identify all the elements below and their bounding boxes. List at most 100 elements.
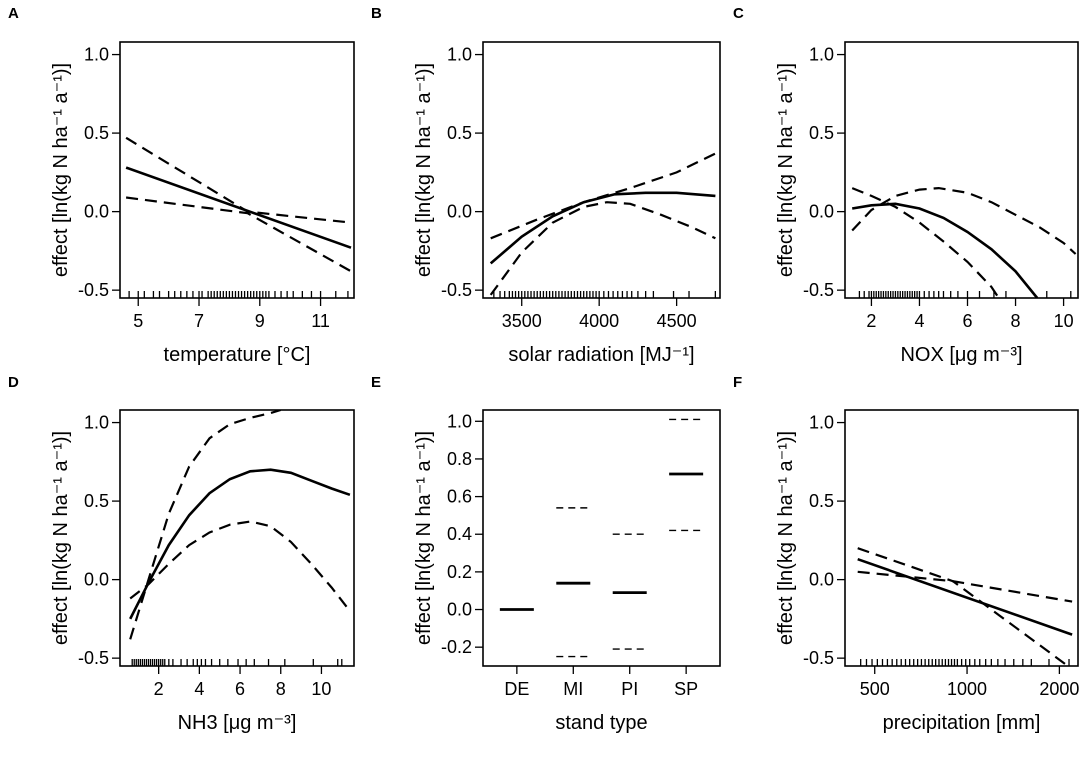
plot-frame bbox=[482, 41, 721, 299]
y-tick-label: 0.0 bbox=[84, 570, 109, 590]
x-tick-label: 4500 bbox=[657, 311, 697, 331]
y-tick-label: -0.5 bbox=[78, 280, 109, 300]
panel-e: E -0.2 0.0 0.2 0.4 0.6 0.8 1.0 DE MI PI SP stand typ… bbox=[371, 374, 721, 734]
y-axis-label: effect [ln(kg N ha⁻¹ a⁻¹)] bbox=[413, 431, 435, 645]
x-tick-label: DE bbox=[504, 679, 529, 699]
panel-d: D -0.5 0.0 0.5 1.0 2 4 6 8 10 NH3 [μg m⁻³] effect [… bbox=[8, 374, 355, 734]
plot-area bbox=[129, 410, 351, 640]
x-tick-label: 4 bbox=[914, 311, 924, 331]
y-axis-label: effect [ln(kg N ha⁻¹ a⁻¹)] bbox=[50, 431, 72, 645]
y-tick-label: 1.0 bbox=[809, 45, 834, 65]
x-tick-label: 10 bbox=[311, 679, 331, 699]
x-tick-label: 2000 bbox=[1039, 679, 1079, 699]
plot-area bbox=[489, 152, 716, 296]
y-tick-label: -0.2 bbox=[441, 637, 472, 657]
x-tick-label: 1000 bbox=[947, 679, 987, 699]
x-tick-label: 10 bbox=[1054, 311, 1074, 331]
ci-lower-line bbox=[125, 196, 352, 273]
x-axis-label: temperature [°C] bbox=[164, 344, 311, 366]
fit-line bbox=[489, 191, 716, 265]
x-tick-label: 8 bbox=[276, 679, 286, 699]
plot-frame bbox=[119, 41, 355, 299]
x-axis-label: precipitation [mm] bbox=[883, 712, 1041, 734]
y-tick-label: 0.8 bbox=[447, 449, 472, 469]
x-tick-label: 3500 bbox=[502, 311, 542, 331]
y-tick-label: -0.5 bbox=[803, 648, 834, 668]
y-tick-label: 1.0 bbox=[447, 45, 472, 65]
fit-line bbox=[851, 202, 1039, 298]
x-tick-label: SP bbox=[674, 679, 698, 699]
x-tick-label: 6 bbox=[962, 311, 972, 331]
x-tick-label: 4 bbox=[194, 679, 204, 699]
y-tick-label: 0.0 bbox=[809, 202, 834, 222]
plot-area bbox=[857, 547, 1073, 666]
y-tick-label: 0.5 bbox=[84, 491, 109, 511]
plot-area bbox=[851, 186, 1077, 298]
panel-f: F -0.5 0.0 0.5 1.0 500 1000 2000 precipitation [… bbox=[733, 374, 1079, 734]
ci-upper-line bbox=[490, 152, 716, 240]
panel-c: C -0.5 0.0 0.5 1.0 2 4 6 8 10 NOX [μg m⁻³] effect [… bbox=[733, 5, 1079, 366]
x-axis-label: NOX [μg m⁻³] bbox=[900, 344, 1022, 366]
panel-letter: E bbox=[371, 374, 381, 391]
plot-frame bbox=[844, 409, 1079, 667]
y-tick-label: 1.0 bbox=[84, 45, 109, 65]
ci-lower-line bbox=[129, 520, 351, 612]
plot-area bbox=[499, 418, 704, 658]
panel-b: B -0.5 0.0 0.5 1.0 3500 4000 4500 solar radiatio… bbox=[371, 5, 721, 366]
y-tick-label: 0.0 bbox=[84, 202, 109, 222]
x-tick-label: 2 bbox=[866, 311, 876, 331]
y-tick-label: -0.5 bbox=[78, 648, 109, 668]
ci-upper-line bbox=[851, 186, 1077, 255]
y-axis-label: effect [ln(kg N ha⁻¹ a⁻¹)] bbox=[775, 431, 797, 645]
y-tick-label: 0.5 bbox=[447, 123, 472, 143]
y-tick-label: 0.5 bbox=[84, 123, 109, 143]
x-tick-label: 11 bbox=[311, 311, 330, 331]
x-tick-label: 4000 bbox=[579, 311, 619, 331]
y-tick-label: 0.5 bbox=[809, 123, 834, 143]
fit-line bbox=[857, 557, 1073, 636]
y-tick-label: 0.0 bbox=[447, 202, 472, 222]
x-tick-label: 5 bbox=[133, 311, 143, 331]
fit-line bbox=[129, 468, 351, 620]
panel-letter: B bbox=[371, 5, 382, 22]
y-tick-label: 0.0 bbox=[447, 600, 472, 620]
x-tick-label: PI bbox=[621, 679, 638, 699]
ci-lower-line bbox=[851, 187, 1000, 298]
ci-upper-line bbox=[129, 410, 282, 640]
plot-frame bbox=[844, 41, 1079, 299]
plot-area bbox=[125, 136, 352, 273]
panel-letter: A bbox=[8, 5, 19, 22]
x-tick-label: 8 bbox=[1011, 311, 1021, 331]
x-axis-label: solar radiation [MJ⁻¹] bbox=[508, 344, 694, 366]
y-axis-label: effect [ln(kg N ha⁻¹ a⁻¹)] bbox=[775, 63, 797, 277]
y-tick-label: 1.0 bbox=[84, 413, 109, 433]
y-tick-label: 0.2 bbox=[447, 562, 472, 582]
x-tick-label: MI bbox=[563, 679, 583, 699]
x-tick-label: 2 bbox=[154, 679, 164, 699]
y-tick-label: 1.0 bbox=[447, 411, 472, 431]
ci-lower-line bbox=[857, 547, 1070, 666]
panel-letter: D bbox=[8, 374, 19, 391]
y-axis-label: effect [ln(kg N ha⁻¹ a⁻¹)] bbox=[413, 63, 435, 277]
panel-letter: F bbox=[733, 374, 742, 391]
y-tick-label: 0.6 bbox=[447, 487, 472, 507]
fit-line bbox=[125, 166, 352, 249]
y-tick-label: 0.5 bbox=[809, 491, 834, 511]
x-axis-label: stand type bbox=[555, 712, 647, 734]
plot-frame bbox=[119, 409, 355, 667]
y-tick-label: 0.0 bbox=[809, 570, 834, 590]
y-tick-label: 0.4 bbox=[447, 524, 472, 544]
y-tick-label: -0.5 bbox=[803, 280, 834, 300]
y-tick-label: 1.0 bbox=[809, 413, 834, 433]
x-tick-label: 6 bbox=[235, 679, 245, 699]
panel-letter: C bbox=[733, 5, 744, 22]
y-axis-label: effect [ln(kg N ha⁻¹ a⁻¹)] bbox=[50, 63, 72, 277]
x-tick-label: 500 bbox=[860, 679, 890, 699]
x-tick-label: 7 bbox=[194, 311, 204, 331]
x-tick-label: 9 bbox=[255, 311, 265, 331]
plot-frame bbox=[482, 409, 721, 667]
x-axis-label: NH3 [μg m⁻³] bbox=[178, 712, 297, 734]
y-tick-label: -0.5 bbox=[441, 280, 472, 300]
